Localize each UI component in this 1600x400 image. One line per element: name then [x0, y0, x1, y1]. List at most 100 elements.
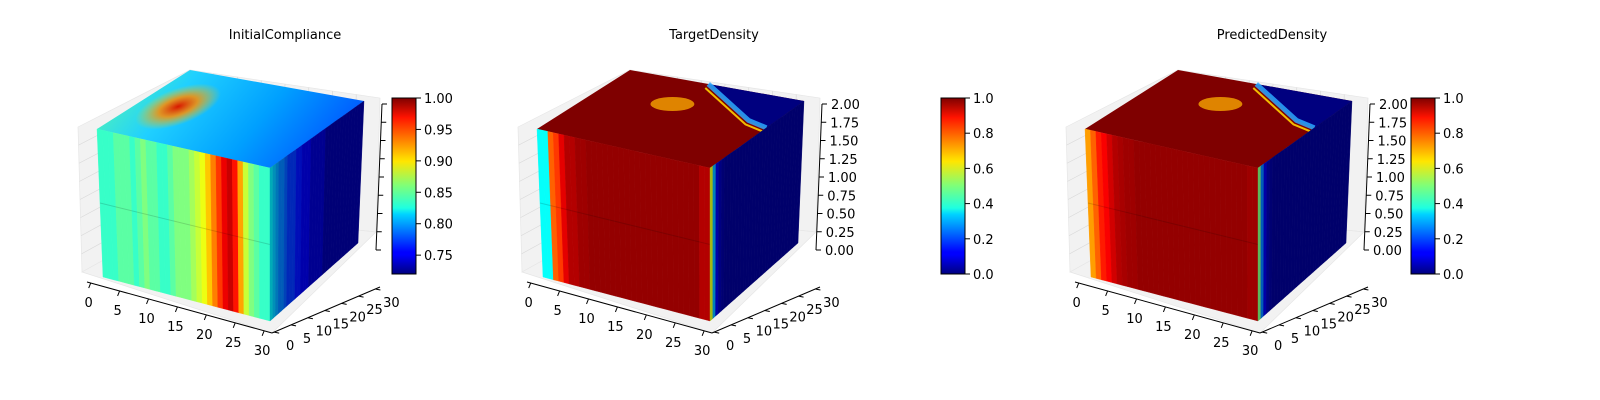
colorbar-tick-label: 0.4: [1443, 198, 1464, 213]
x-tick: [174, 306, 178, 313]
z-tick-label: 0.50: [1375, 208, 1404, 223]
y-tick: [815, 288, 821, 291]
y-tick-label: 0: [1274, 339, 1282, 354]
z-tick-label: 1.50: [830, 135, 859, 150]
x-tick: [261, 330, 265, 337]
right-face-strip: [355, 100, 365, 246]
z-tick-label: 2.00: [831, 98, 860, 113]
x-tick: [1249, 330, 1253, 337]
x-tick: [701, 330, 705, 337]
top-hotspot: [135, 83, 221, 130]
x-axis-line: [1074, 281, 1261, 334]
top-boundary: [1254, 82, 1316, 131]
x-tick-label: 10: [578, 312, 595, 327]
y-tick-label: 0: [726, 339, 734, 354]
colorbar-tick-label: 1.00: [424, 92, 453, 107]
x-tick-label: 15: [1155, 320, 1172, 335]
y-tick-label: 5: [743, 332, 751, 347]
x-tick-label: 15: [167, 320, 184, 335]
y-tick-label: 20: [1337, 310, 1354, 325]
y-tick-label: 10: [1304, 325, 1321, 340]
colorbar-tick-label: 0.6: [1443, 162, 1464, 177]
subplot-title: TargetDensity: [668, 28, 759, 43]
x-tick-label: 30: [1242, 344, 1259, 359]
front-mid-edge: [1087, 202, 1259, 245]
x-tick: [557, 290, 561, 297]
x-tick-label: 0: [1073, 296, 1081, 311]
x-tick-label: 15: [607, 320, 624, 335]
y-tick: [1363, 288, 1369, 291]
x-tick: [1076, 282, 1080, 289]
x-tick: [672, 322, 676, 329]
colorbar-tick-label: 0.4: [973, 198, 994, 213]
top-blob: [650, 97, 695, 111]
x-tick-label: 30: [694, 344, 711, 359]
x-tick-label: 10: [138, 312, 155, 327]
z-tick-label: 2.00: [1379, 98, 1408, 113]
right-face-strip: [1257, 165, 1262, 322]
x-tick-label: 5: [553, 304, 561, 319]
x-tick: [117, 290, 121, 297]
y-tick-label: 5: [303, 332, 311, 347]
x-tick-label: 5: [113, 304, 121, 319]
y-tick: [714, 331, 720, 334]
z-tick-label: 1.50: [1378, 135, 1407, 150]
y-tick: [324, 310, 330, 313]
z-tick-label: 0.50: [827, 208, 856, 223]
y-tick: [798, 295, 804, 298]
colorbar-tick-label: 0.2: [1443, 233, 1464, 248]
z-tick-label: 1.25: [829, 153, 858, 168]
y-tick-label: 20: [789, 310, 806, 325]
x-tick-label: 25: [225, 336, 242, 351]
y-axis-line: [1259, 286, 1369, 334]
colorbar: [940, 97, 966, 275]
z-tick-label: 0.75: [827, 189, 856, 204]
y-tick-label: 15: [333, 318, 350, 333]
colorbar-tick-label: 0.75: [424, 249, 453, 264]
y-tick-label: 15: [1321, 318, 1338, 333]
y-axis-line: [711, 286, 821, 334]
x-tick: [528, 282, 532, 289]
x-tick: [1191, 314, 1195, 321]
z-tick-label: 1.25: [1377, 153, 1406, 168]
y-tick: [341, 302, 347, 305]
colorbar-tick-label: 0.80: [424, 218, 453, 233]
y-tick: [290, 324, 297, 327]
x-tick: [1134, 298, 1137, 305]
z-tick-label: 0.25: [826, 226, 855, 241]
y-tick: [730, 324, 737, 327]
top-void-region: [630, 70, 804, 128]
y-tick: [1278, 324, 1285, 327]
colorbar-tick-label: 1.0: [973, 92, 994, 107]
y-tick: [1329, 302, 1335, 305]
colorbar-tick-label: 0.0: [973, 268, 994, 283]
x-tick-label: 20: [1184, 328, 1201, 343]
top-void-region: [1178, 70, 1352, 128]
y-tick-label: 25: [1354, 303, 1371, 318]
colorbar: [391, 97, 417, 275]
subplot-title: InitialCompliance: [229, 28, 342, 43]
x-tick: [88, 282, 92, 289]
y-tick: [781, 302, 787, 305]
y-tick: [375, 288, 381, 291]
top-boundary-inner: [704, 87, 764, 133]
y-tick: [747, 317, 754, 320]
colorbar-tick-label: 0.8: [1443, 127, 1464, 142]
colorbar-tick-label: 0.2: [973, 233, 994, 248]
colorbar-tick-label: 0.6: [973, 162, 994, 177]
x-tick: [1220, 322, 1224, 329]
colorbar-tick-label: 0.0: [1443, 268, 1464, 283]
z-tick-label: 1.75: [1378, 116, 1407, 131]
subplot-title: PredictedDensity: [1217, 28, 1328, 43]
y-tick-label: 15: [773, 318, 790, 333]
y-tick-label: 30: [823, 296, 840, 311]
front-mid-edge: [539, 202, 711, 245]
x-tick-label: 25: [1213, 336, 1230, 351]
y-tick: [1295, 317, 1302, 320]
y-axis-line: [271, 286, 381, 334]
x-tick: [614, 306, 618, 313]
y-tick: [764, 310, 770, 313]
colorbar-tick-label: 1.0: [1443, 92, 1464, 107]
